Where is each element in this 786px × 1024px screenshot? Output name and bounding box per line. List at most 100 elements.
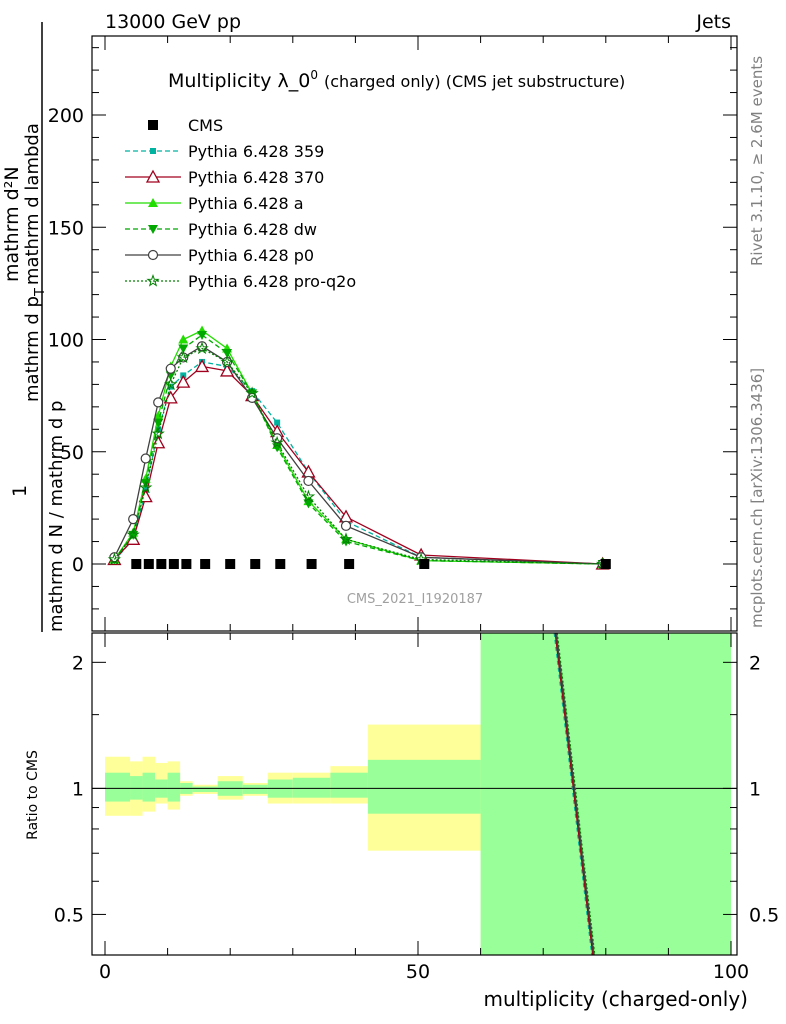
ratio-line-p0 <box>555 632 595 956</box>
marker-open-circle <box>153 397 164 408</box>
side-text-top: Rivet 3.1.10, ≥ 2.6M events <box>748 56 766 266</box>
ratio-y-label: Ratio to CMS <box>25 750 41 840</box>
marker-down-triangle <box>197 331 208 341</box>
marker-open-triangle <box>219 363 235 377</box>
ratio-lines <box>92 632 737 956</box>
marker-open-circle <box>340 520 352 531</box>
ratio-y-tick-label-left: 2 <box>72 652 84 674</box>
marker-open-triangle <box>194 359 210 373</box>
marker-small-square <box>150 148 156 154</box>
side-text-bottom: mcplots.cern.ch [arXiv:1306.3436] <box>748 368 766 628</box>
legend: CMS Pythia 6.428 359 Pythia 6.428 370 Pythi… <box>125 116 356 291</box>
ratio-band-inner <box>480 633 731 955</box>
ratio-line-p359 <box>553 632 593 956</box>
legend-label: Pythia 6.428 pro-q2o <box>188 272 356 291</box>
legend-entry: Pythia 6.428 p0 <box>125 246 314 265</box>
ratio-bands <box>105 633 731 955</box>
marker-filled-triangle <box>148 198 158 207</box>
marker-star <box>220 354 234 368</box>
marker-filled-triangle <box>153 410 164 420</box>
marker-star <box>126 527 140 541</box>
marker-star <box>151 426 165 440</box>
marker-open-triangle <box>145 169 161 183</box>
legend-label: Pythia 6.428 359 <box>188 142 324 161</box>
series-p359 <box>111 358 606 567</box>
main-series-group <box>107 325 611 570</box>
y-label-fraction-num: 1 <box>9 485 31 497</box>
series-proq2o <box>107 341 610 570</box>
y-label-differential: mathrm d pTmathrm d lambda <box>22 123 48 402</box>
ratio-y-tick-label-left: 0.5 <box>54 904 84 926</box>
series-line-p359 <box>113 361 603 565</box>
legend-label: Pythia 6.428 370 <box>188 168 324 187</box>
x-tick-label: 0 <box>99 961 111 983</box>
ratio-band-inner <box>142 772 156 802</box>
ratio-axis-ticks: 0.5 0.5 1 1 2 2 0 50 100 <box>54 633 779 983</box>
marker-open-circle <box>140 453 151 464</box>
ratio-band-inner <box>292 777 331 798</box>
y-tick-label: 0 <box>72 554 84 576</box>
marker-down-triangle <box>303 499 314 509</box>
series-line-proq2o <box>113 347 603 565</box>
legend-entry: Pythia 6.428 pro-q2o <box>125 272 356 291</box>
marker-square <box>306 559 317 569</box>
marker-square <box>419 559 430 569</box>
y-tick-label: 200 <box>48 105 84 127</box>
marker-square <box>275 559 286 569</box>
marker-star <box>195 341 209 355</box>
marker-open-circle <box>147 249 159 261</box>
marker-small-square <box>274 419 281 426</box>
marker-square <box>225 559 236 569</box>
legend-label: Pythia 6.428 p0 <box>188 246 314 265</box>
marker-open-triangle <box>151 435 166 449</box>
legend-entry: Pythia 6.428 a <box>125 194 304 213</box>
header-left: 13000 GeV pp <box>105 11 241 33</box>
legend-entry: Pythia 6.428 dw <box>125 220 317 239</box>
marker-star <box>164 377 178 391</box>
main-axis-ticks: 0 50 100 150 200 <box>48 36 737 631</box>
marker-star <box>139 480 153 494</box>
series-line-a <box>113 329 603 565</box>
ratio-band-inner <box>130 776 143 800</box>
series-p370 <box>107 359 610 570</box>
ratio-band-inner <box>242 784 268 794</box>
marker-star <box>107 552 122 566</box>
legend-label: Pythia 6.428 a <box>188 194 304 213</box>
ratio-band-inner <box>192 786 218 793</box>
y-label-numerator: mathrm d²N <box>1 166 23 282</box>
ratio-band-inner <box>367 759 481 814</box>
marker-square <box>181 559 192 569</box>
x-axis-label: multiplicity (charged-only) <box>483 987 748 1011</box>
marker-star <box>176 350 191 364</box>
legend-entry: Pythia 6.428 370 <box>125 168 324 187</box>
marker-down-triangle <box>178 344 189 354</box>
marker-square <box>143 559 154 569</box>
series-line-dw <box>113 334 603 565</box>
y-tick-label: 50 <box>60 442 84 464</box>
main-title: Multiplicity λ_00 (charged only) (CMS jet… <box>168 68 625 92</box>
marker-star <box>301 489 316 503</box>
marker-filled-triangle <box>178 334 189 344</box>
marker-square <box>131 559 142 569</box>
marker-star <box>339 532 353 546</box>
ratio-panel-frame <box>91 632 738 956</box>
watermark: CMS_2021_I1920187 <box>347 592 483 607</box>
y-axis-label: 1 mathrm d N / mathrm d p mathrm d²N mat… <box>1 22 67 632</box>
marker-down-triangle <box>222 348 233 358</box>
legend-label: Pythia 6.428 dw <box>188 220 317 239</box>
main-panel-frame <box>91 35 738 632</box>
marker-down-triangle <box>153 418 164 428</box>
series-dw <box>109 331 608 569</box>
series-cms <box>131 559 611 569</box>
marker-star <box>146 273 160 287</box>
marker-square <box>600 559 611 569</box>
legend-label: CMS <box>188 116 223 135</box>
marker-down-triangle <box>148 225 158 234</box>
ratio-band-inner <box>105 772 131 802</box>
series-line-p0 <box>113 345 603 565</box>
marker-square <box>200 559 211 569</box>
ratio-y-tick-label-right: 1 <box>749 778 761 800</box>
marker-open-circle <box>165 363 176 374</box>
marker-open-circle <box>128 513 139 525</box>
header-right: Jets <box>695 11 731 33</box>
